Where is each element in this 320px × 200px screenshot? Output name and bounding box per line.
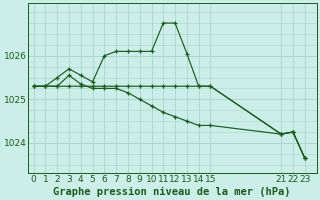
X-axis label: Graphe pression niveau de la mer (hPa): Graphe pression niveau de la mer (hPa) (53, 186, 291, 197)
